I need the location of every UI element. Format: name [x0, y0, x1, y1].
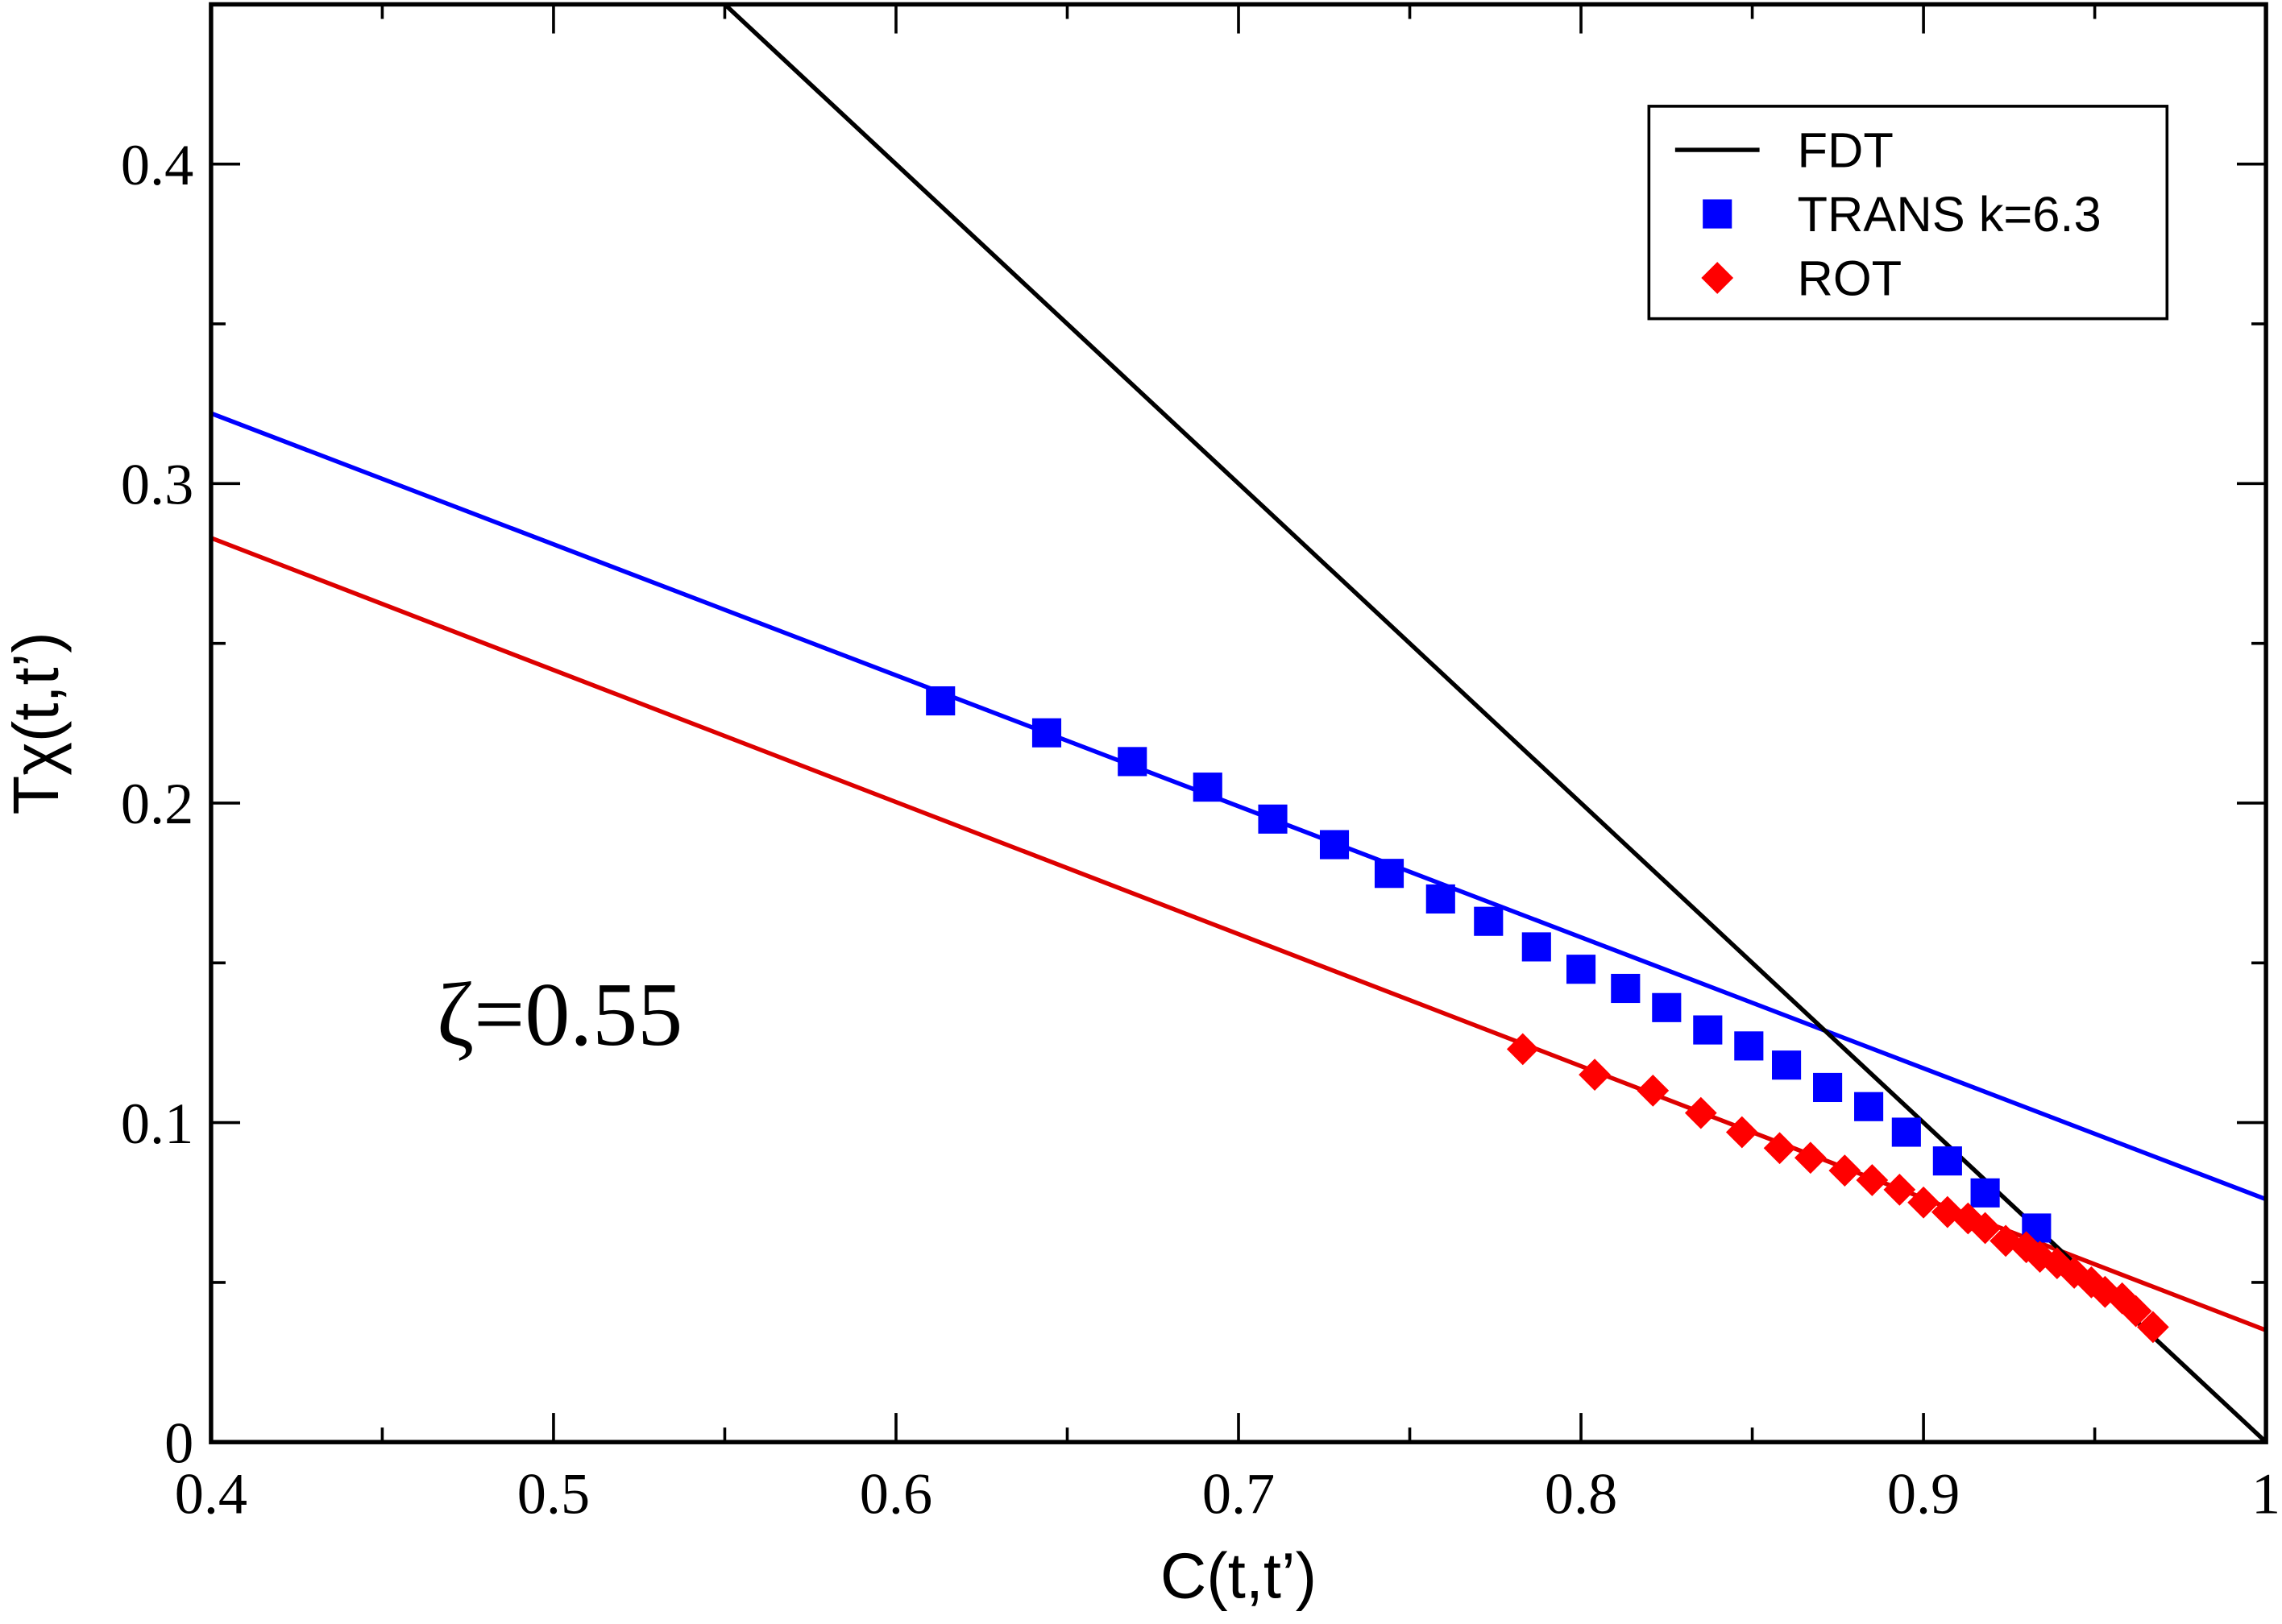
- plot-frame: [209, 2, 2268, 1444]
- marker: [1734, 1031, 1764, 1061]
- marker: [1425, 884, 1455, 914]
- y-tick-label: 0.4: [121, 133, 193, 197]
- marker: [1856, 1164, 1889, 1196]
- x-tick-label: 0.6: [860, 1462, 932, 1527]
- marker: [1970, 1178, 2000, 1208]
- marker: [1118, 747, 1147, 777]
- marker: [1652, 992, 1682, 1022]
- legend-label: TRANS k=6.3: [1798, 187, 2102, 242]
- marker: [1891, 1117, 1921, 1147]
- marker: [1813, 1072, 1843, 1103]
- y-axis-label: Tχ(t,t’): [0, 632, 72, 814]
- marker: [1566, 955, 1596, 984]
- x-tick-label: 0.5: [517, 1462, 590, 1527]
- x-tick-label: 1: [2251, 1462, 2280, 1527]
- marker: [1474, 906, 1504, 936]
- legend-label: FDT: [1798, 123, 1894, 179]
- x-tick-label: 0.4: [175, 1462, 247, 1527]
- marker: [1772, 1050, 1802, 1080]
- y-tick-label: 0.3: [121, 453, 193, 517]
- marker: [1932, 1146, 1962, 1176]
- fdt-line: [723, 4, 2267, 1443]
- legend-box: [1647, 105, 2169, 321]
- legend-marker: [1703, 199, 1732, 229]
- marker: [1907, 1186, 1940, 1219]
- y-tick-label: 0.1: [121, 1092, 193, 1156]
- marker: [1854, 1092, 1884, 1121]
- marker: [1374, 859, 1404, 889]
- marker: [1319, 830, 1350, 860]
- legend-label: ROT: [1798, 251, 1902, 307]
- marker: [1193, 773, 1222, 802]
- marker: [1684, 1096, 1717, 1129]
- marker: [1521, 932, 1551, 962]
- marker: [1794, 1141, 1827, 1174]
- marker: [1611, 973, 1641, 1004]
- y-tick-label: 0.2: [121, 772, 193, 836]
- marker: [1725, 1116, 1758, 1149]
- x-tick-label: 0.9: [1887, 1462, 1960, 1527]
- marker: [1031, 718, 1062, 748]
- marker: [1258, 804, 1288, 834]
- marker: [1693, 1015, 1723, 1045]
- x-tick-label: 0.7: [1202, 1462, 1275, 1527]
- marker: [1828, 1154, 1861, 1187]
- fit-line: [210, 411, 2267, 1202]
- marker: [1637, 1075, 1670, 1107]
- marker: [1579, 1058, 1611, 1091]
- x-axis-label: C(t,t’): [1160, 1539, 1317, 1611]
- x-tick-label: 0.8: [1545, 1462, 1617, 1527]
- annotation: ζ=0.55: [437, 965, 683, 1065]
- legend-marker: [1701, 262, 1734, 294]
- marker: [926, 686, 956, 716]
- y-tick-label: 0: [164, 1411, 193, 1475]
